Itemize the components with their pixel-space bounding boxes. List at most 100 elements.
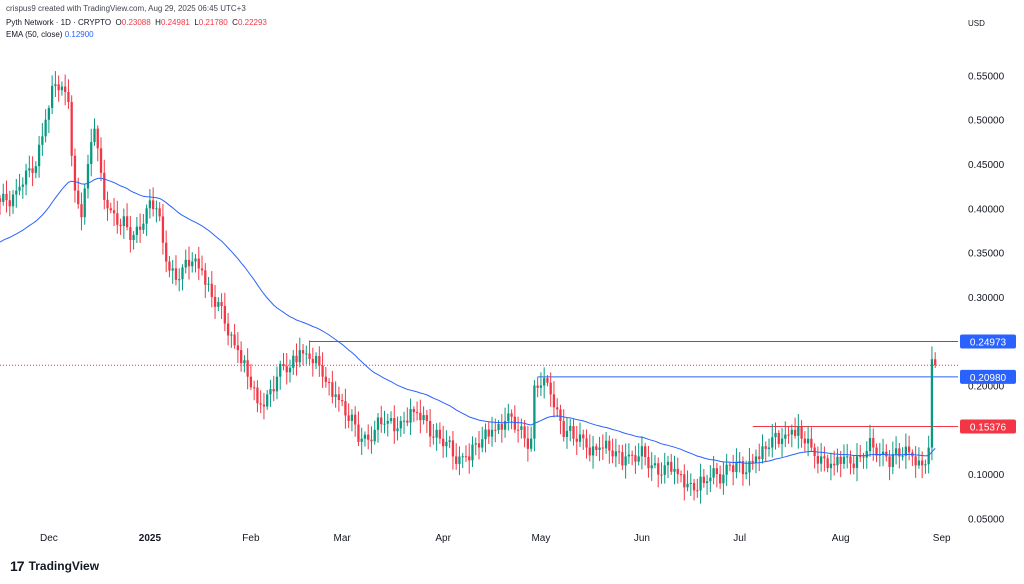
candle-body <box>109 208 112 211</box>
candle-body <box>334 394 337 397</box>
candle-body <box>122 216 125 227</box>
candle-body <box>745 472 748 475</box>
candle-body <box>810 438 813 448</box>
candle-body <box>50 85 54 108</box>
candle-body <box>604 440 608 449</box>
symbol-legend: Pyth Network · 1D · CRYPTO O0.23088 H0.2… <box>6 18 267 27</box>
candle-body <box>644 446 647 458</box>
candle-body <box>914 456 917 466</box>
candle-body <box>327 381 331 383</box>
candle-body <box>77 190 80 205</box>
candle-body <box>138 226 142 230</box>
candle-body <box>60 86 64 91</box>
candle-body <box>650 465 653 469</box>
currency-label[interactable]: USD <box>968 19 985 28</box>
candle-body <box>246 360 249 377</box>
candle-body <box>748 460 751 473</box>
candle-body <box>236 345 240 351</box>
candle-body <box>70 102 73 156</box>
candle-body <box>200 268 204 271</box>
candle-body <box>80 204 83 218</box>
price-tag <box>960 419 1016 434</box>
candle-body <box>934 359 937 366</box>
candle-body <box>132 234 135 240</box>
candle-body <box>386 420 389 424</box>
candle-body <box>907 446 911 453</box>
candle-body <box>846 456 849 458</box>
candle-body <box>318 356 321 366</box>
candle-body <box>859 456 862 458</box>
candle-body <box>507 413 510 421</box>
price-tag <box>960 334 1016 349</box>
candle-body <box>249 376 253 388</box>
candle-body <box>422 415 425 421</box>
price-tag-label: 0.24973 <box>970 337 1007 348</box>
candle-body <box>458 456 461 464</box>
candle-body <box>621 452 624 466</box>
candle-body <box>194 258 197 262</box>
candle-body <box>305 353 308 355</box>
candle-body <box>591 446 595 456</box>
ema-line <box>0 177 936 464</box>
candle-body <box>191 261 194 267</box>
y-tick-label: 0.50000 <box>968 116 1005 127</box>
symbol-name[interactable]: Pyth Network · 1D · CRYPTO <box>6 18 112 27</box>
candle-body <box>135 226 138 235</box>
candle-body <box>891 454 894 467</box>
candles <box>0 71 937 504</box>
candle-body <box>771 437 774 448</box>
candle-body <box>464 456 468 458</box>
candle-body <box>585 438 588 448</box>
candle-body <box>129 227 132 240</box>
candle-body <box>777 432 780 444</box>
ema-legend[interactable]: EMA (50, close) 0.12900 <box>6 30 94 39</box>
candle-body <box>503 420 507 430</box>
candle-body <box>513 416 516 430</box>
candle-body <box>259 403 262 405</box>
candle-body <box>90 142 93 165</box>
candle-body <box>523 426 526 439</box>
candle-body <box>510 413 513 417</box>
candle-body <box>389 418 393 421</box>
candle-body <box>670 461 673 472</box>
candle-body <box>415 412 419 414</box>
candle-body <box>881 451 885 455</box>
candle-body <box>187 259 191 267</box>
candle-body <box>816 456 820 464</box>
candle-body <box>490 429 494 437</box>
candle-body <box>767 447 771 449</box>
candle-body <box>865 451 868 458</box>
candle-body <box>37 144 41 167</box>
candle-body <box>842 456 846 464</box>
candle-body <box>657 463 660 475</box>
candle-body <box>295 355 298 363</box>
candle-body <box>331 382 334 397</box>
candle-body <box>924 464 927 466</box>
y-tick-label: 0.45000 <box>968 160 1005 171</box>
candle-body <box>357 424 360 442</box>
candle-body <box>47 107 51 120</box>
tradingview-logo-icon: 17 <box>10 558 25 574</box>
candle-body <box>54 84 57 86</box>
candle-body <box>272 389 275 392</box>
candle-body <box>168 261 171 271</box>
x-tick-label: Jun <box>634 533 650 544</box>
candle-body <box>725 464 728 475</box>
candle-body <box>106 199 109 209</box>
candle-body <box>640 446 644 457</box>
candle-body <box>41 136 44 145</box>
price-tag-label: 0.20980 <box>970 373 1007 384</box>
candle-body <box>279 363 282 377</box>
candle-body <box>116 213 119 225</box>
candle-body <box>204 270 207 285</box>
candle-body <box>67 91 70 103</box>
candle-body <box>468 456 471 461</box>
candle-body <box>406 420 409 423</box>
candle-body <box>820 456 823 464</box>
candle-body <box>83 188 86 218</box>
tradingview-logo[interactable]: 17 TradingView <box>10 558 100 574</box>
candle-body <box>754 456 758 463</box>
candle-body <box>419 412 422 421</box>
level-lines <box>0 340 958 427</box>
